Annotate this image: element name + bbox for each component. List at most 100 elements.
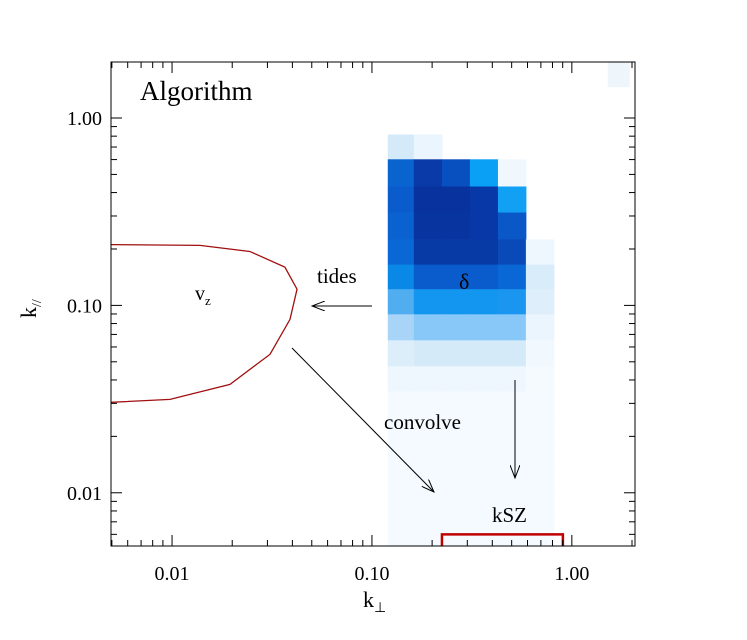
heatmap-cell [497, 289, 527, 315]
heatmap-cell [441, 239, 471, 266]
heatmap-cell [413, 159, 443, 187]
heatmap-cell [525, 442, 555, 469]
heatmap-cell [387, 289, 415, 315]
heatmap-cell [387, 239, 415, 266]
heatmap-cell [413, 391, 443, 418]
heatmap-cell [441, 366, 471, 392]
annotation: convolve [384, 410, 461, 434]
heatmap-cell [497, 442, 527, 469]
heatmap-cell [497, 159, 527, 187]
annotation: v [195, 283, 205, 305]
heatmap-cell [525, 239, 555, 266]
heatmap-cell [413, 417, 443, 443]
heatmap-cell [387, 159, 415, 187]
heatmap-cell [441, 186, 471, 214]
heatmap-cell [469, 519, 499, 546]
heatmap-cell [469, 417, 499, 443]
contour-line [111, 243, 298, 403]
heatmap-cell [413, 212, 443, 240]
heatmap-cell [413, 519, 443, 546]
heatmap-cell [469, 391, 499, 418]
heatmap-cell [387, 134, 415, 160]
heatmap-cell [441, 314, 471, 341]
heatmap-cell [469, 442, 499, 469]
heatmap-cell [441, 289, 471, 315]
heatmap-cell [469, 493, 499, 521]
heatmap-cell [469, 340, 499, 367]
heatmap-cell [387, 417, 415, 443]
heatmap-cell [387, 340, 415, 367]
heatmap-cell [469, 239, 499, 266]
heatmap-cell [497, 366, 527, 392]
heatmap-cell [413, 239, 443, 266]
heatmap-cell [387, 264, 415, 290]
heatmap-cell [441, 159, 471, 187]
heatmap-cell [497, 212, 527, 240]
annotation-sub: z [205, 293, 211, 308]
heatmap-cell [387, 493, 415, 521]
heatmap-cell [387, 212, 415, 240]
heatmap-cell [469, 468, 499, 495]
heatmap-cell [497, 519, 527, 546]
y-axis-label-sub: // [30, 299, 45, 307]
x-axis-label: k⊥ [363, 587, 386, 616]
heatmap-cell [441, 493, 471, 521]
heatmap-cell [497, 493, 527, 521]
heatmap-cell [497, 239, 527, 266]
heatmap-cell [525, 289, 555, 315]
heatmap-cell [413, 186, 443, 214]
heatmap-cell [525, 391, 555, 418]
heatmap-cell [497, 391, 527, 418]
heatmap-cell [387, 186, 415, 214]
heatmap-cell [441, 264, 471, 290]
heatmap-cell [525, 314, 555, 341]
heatmap-cell [497, 340, 527, 367]
heatmap-cell [525, 519, 555, 546]
y-tick-label: 0.10 [67, 295, 102, 317]
heatmap-cell [413, 442, 443, 469]
heatmap-cell [387, 519, 415, 546]
heatmap-cell [441, 519, 471, 546]
annotation: tides [317, 264, 357, 288]
heatmap-cell [387, 468, 415, 495]
heatmap-cell [469, 186, 499, 214]
heatmap-cell [413, 366, 443, 392]
heatmap-cell [441, 340, 471, 367]
heatmap-cell [441, 212, 471, 240]
heatmap-cell [497, 468, 527, 495]
heatmap-cell [441, 442, 471, 469]
heatmap-cell [497, 314, 527, 341]
heatmap-cell [469, 314, 499, 341]
heatmap-cell [413, 314, 443, 341]
heatmap-cell [525, 340, 555, 367]
y-axis-label: k [16, 307, 41, 318]
heatmap-cell [525, 493, 555, 521]
heatmap-cell [413, 264, 443, 290]
heatmap-cell [607, 62, 630, 88]
x-tick-label: 0.01 [155, 563, 190, 585]
heatmap-cell [441, 468, 471, 495]
heatmap-cell [413, 493, 443, 521]
x-tick-label: 1.00 [554, 563, 589, 585]
heatmap-cell [413, 468, 443, 495]
heatmap-cell [387, 366, 415, 392]
heatmap-cell [525, 366, 555, 392]
heatmap-cell [497, 264, 527, 290]
heatmap-cell [441, 391, 471, 418]
heatmap-cell [387, 442, 415, 469]
y-tick-label: 0.01 [67, 483, 102, 505]
annotation: vz [195, 283, 211, 308]
chart-title: Algorithm [140, 76, 253, 106]
heatmap-cell [497, 417, 527, 443]
plot-frame [110, 61, 636, 547]
heatmap-cell [469, 159, 499, 187]
heatmap-cell [525, 264, 555, 290]
heatmap-cell [413, 134, 443, 160]
x-axis-label-sub: ⊥ [374, 601, 386, 616]
heatmap-cell [387, 314, 415, 341]
heatmap-cell [469, 212, 499, 240]
heatmap-cell [525, 417, 555, 443]
heatmap-cell [387, 391, 415, 418]
y-tick-label: 1.00 [67, 108, 102, 130]
